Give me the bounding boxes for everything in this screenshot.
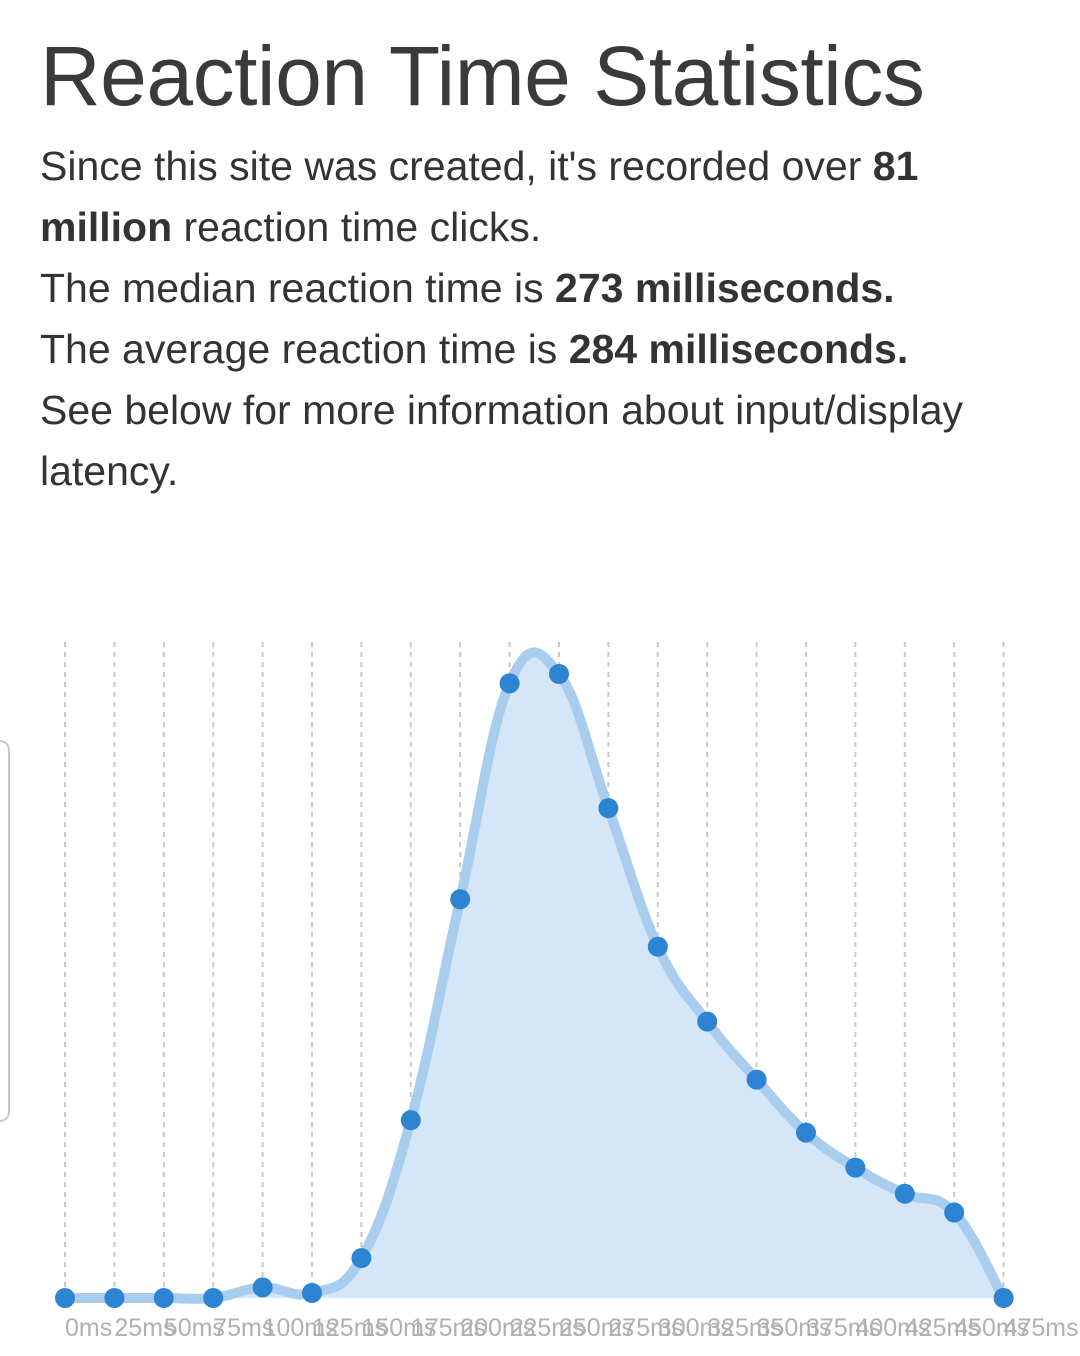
x-tick-label: 100ms <box>263 1314 338 1342</box>
data-point[interactable] <box>796 1122 816 1143</box>
latency-note: See below for more information about inp… <box>40 387 964 494</box>
data-point[interactable] <box>302 1283 322 1304</box>
data-point[interactable] <box>993 1288 1014 1308</box>
x-tick-label: 275ms <box>608 1314 683 1342</box>
x-tick-label: 450ms <box>954 1314 1029 1342</box>
x-tick-label: 300ms <box>658 1314 733 1342</box>
x-tick-label: 375ms <box>806 1314 881 1342</box>
x-tick-label: 325ms <box>707 1314 782 1342</box>
data-point[interactable] <box>351 1248 372 1269</box>
data-point[interactable] <box>55 1288 75 1308</box>
data-point[interactable] <box>450 889 471 910</box>
average-value: 284 milliseconds. <box>568 326 909 372</box>
data-point[interactable] <box>400 1110 421 1131</box>
x-tick-label: 50ms <box>164 1314 225 1342</box>
data-point[interactable] <box>845 1157 866 1178</box>
data-point[interactable] <box>549 664 569 684</box>
median-value: 273 milliseconds. <box>555 265 895 311</box>
data-point[interactable] <box>746 1069 767 1090</box>
data-point[interactable] <box>499 673 520 694</box>
chart-area-fill <box>65 652 1004 1299</box>
x-tick-label: 75ms <box>213 1314 274 1342</box>
data-point[interactable] <box>153 1288 174 1308</box>
page-title: Reaction Time Statistics <box>40 29 925 123</box>
clicks-text-prefix: Since this site was created, it's record… <box>40 143 873 189</box>
x-tick-label: 25ms <box>114 1314 175 1342</box>
x-tick-label: 350ms <box>757 1314 832 1342</box>
x-tick-label: 475ms <box>1004 1314 1079 1342</box>
data-point[interactable] <box>252 1277 273 1298</box>
stats-description: Since this site was created, it's record… <box>40 136 1040 502</box>
chart-points <box>55 664 1014 1308</box>
clicks-text-suffix: reaction time clicks. <box>172 204 542 250</box>
x-tick-label: 425ms <box>905 1314 980 1342</box>
x-tick-label: 250ms <box>559 1314 634 1342</box>
reaction-time-chart-svg: 0ms 25ms50ms75ms100ms125ms150ms175ms200ms… <box>55 642 1079 1342</box>
data-point[interactable] <box>647 936 668 957</box>
data-point[interactable] <box>203 1288 224 1308</box>
stats-content: Reaction Time Statistics Since this site… <box>40 28 1040 502</box>
median-text-prefix: The median reaction time is <box>40 265 556 311</box>
x-tick-label: 175ms <box>411 1314 486 1342</box>
x-tick-label: 225ms <box>510 1314 585 1342</box>
x-tick-label: 125ms <box>312 1314 387 1342</box>
side-drawer-handle[interactable] <box>0 740 10 1122</box>
data-point[interactable] <box>104 1288 125 1308</box>
x-tick-label: 200ms <box>460 1314 535 1342</box>
average-text-prefix: The average reaction time is <box>40 326 569 372</box>
data-point[interactable] <box>697 1011 718 1032</box>
x-tick-label: 0ms <box>65 1314 112 1342</box>
chart-x-tick-labels: 0ms 25ms50ms75ms100ms125ms150ms175ms200ms… <box>65 1314 1079 1342</box>
x-tick-label: 150ms <box>361 1314 436 1342</box>
data-point[interactable] <box>598 798 619 819</box>
data-point[interactable] <box>894 1183 915 1204</box>
clicks-count: 81 million <box>40 143 919 250</box>
reaction-time-chart: 0ms 25ms 50ms 75ms 100ms 125ms 150ms 175ms 200ms… <box>0 620 1080 1356</box>
x-tick-label: 400ms <box>855 1314 930 1342</box>
data-point[interactable] <box>944 1202 965 1223</box>
